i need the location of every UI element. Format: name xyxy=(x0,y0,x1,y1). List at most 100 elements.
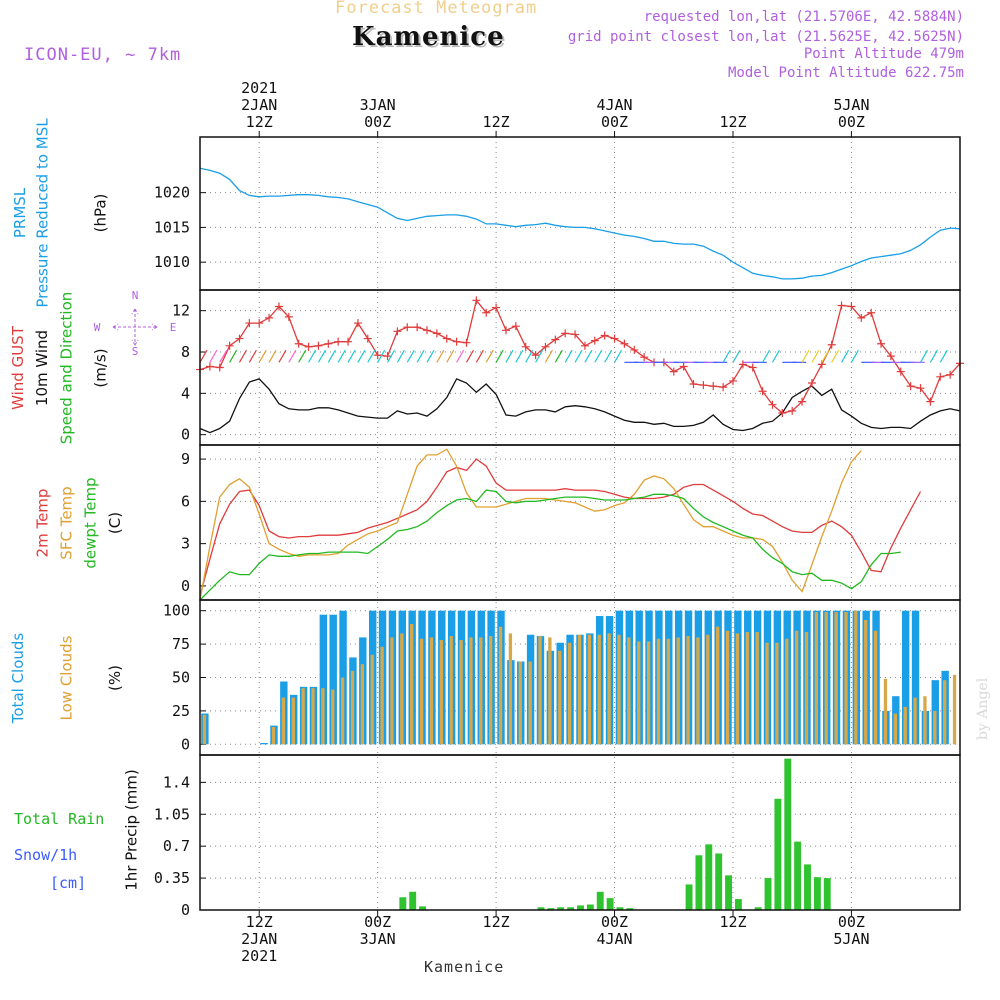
wind-direction-arrow xyxy=(327,349,336,363)
y-tick-label: 4 xyxy=(181,384,190,402)
gust-marker xyxy=(857,313,866,322)
y-tick-label: 100 xyxy=(163,602,190,620)
gust-marker xyxy=(748,363,757,372)
gust-marker xyxy=(788,406,797,415)
compass-arrows xyxy=(112,308,158,346)
low-cloud-bar xyxy=(419,638,424,745)
top-time-label: 5JAN xyxy=(833,96,869,114)
wind-direction-arrow xyxy=(406,349,415,363)
wind-direction-arrow xyxy=(495,349,504,363)
gust-marker xyxy=(225,341,234,350)
wind-direction-arrow xyxy=(771,349,780,363)
precip-bar xyxy=(606,898,614,910)
grid-point-coords: grid point closest lon,lat (21.5625E, 42… xyxy=(567,29,964,45)
gust-marker xyxy=(442,334,451,343)
low-cloud-bar xyxy=(498,626,503,745)
wind-direction-arrow xyxy=(535,349,544,363)
y-tick-label: 1010 xyxy=(154,253,190,271)
precip-bar xyxy=(774,798,782,910)
gust-marker xyxy=(423,326,432,335)
y-tick-label: 75 xyxy=(172,635,190,653)
snow-unit: [cm] xyxy=(50,874,87,892)
gust-marker xyxy=(393,327,402,336)
low-cloud-bar xyxy=(271,726,276,745)
compass-south: S xyxy=(132,345,139,358)
low-cloud-bar xyxy=(923,696,927,745)
bottom-time-label: 00Z xyxy=(838,913,865,931)
wind-direction-arrow xyxy=(209,349,218,363)
gust-marker xyxy=(837,301,846,310)
dewpt-line xyxy=(199,489,901,601)
gust-marker xyxy=(334,337,343,346)
compass-rose: N S W E xyxy=(94,289,177,358)
gust-marker xyxy=(432,329,441,338)
precip-bar xyxy=(567,907,575,910)
gust-marker xyxy=(561,329,570,338)
wind-direction-arrow xyxy=(268,349,277,363)
precip-bar xyxy=(734,899,742,910)
gust-marker xyxy=(373,351,382,360)
low-cloud-bar xyxy=(676,637,680,745)
gust-marker xyxy=(669,367,678,376)
low-cloud-bar xyxy=(400,633,404,745)
wind-direction-arrow xyxy=(574,349,583,363)
low-cloud-bar xyxy=(785,638,789,745)
low-cloud-bar xyxy=(794,630,799,745)
precip-bar xyxy=(705,844,713,910)
location-title: Kamenice xyxy=(352,22,505,52)
wind-direction-arrow xyxy=(505,349,514,363)
low-cloud-bar xyxy=(883,678,888,745)
gust-marker xyxy=(531,351,540,360)
wind-direction-arrow xyxy=(841,349,850,363)
low-cloud-bar xyxy=(518,661,522,745)
wind-direction-arrow xyxy=(416,349,425,363)
gust-marker xyxy=(255,319,264,328)
wind-direction-arrow xyxy=(387,349,396,363)
gust-marker xyxy=(205,362,214,371)
wind-direction-arrow xyxy=(594,349,603,363)
low-cloud-bar xyxy=(834,612,838,745)
precip-bar xyxy=(626,908,634,910)
low-cloud-bar xyxy=(528,661,532,745)
gust-marker xyxy=(867,308,876,317)
top-time-label: 4JAN xyxy=(596,96,632,114)
y-tick-label: 0 xyxy=(181,426,190,444)
low-cloud-bar xyxy=(558,650,562,745)
low-cloud-bar xyxy=(350,670,355,745)
low-cloud-bar xyxy=(311,688,315,745)
gust-marker xyxy=(383,352,392,361)
precip-bar xyxy=(754,907,762,910)
wind-direction-arrow xyxy=(456,349,465,363)
wind-direction-arrow xyxy=(801,349,810,363)
gust-marker xyxy=(600,331,609,340)
precip-bar xyxy=(823,878,831,910)
y-tick-label: 6 xyxy=(181,492,190,510)
low-cloud-bar xyxy=(291,697,295,745)
y-tick-label: 8 xyxy=(181,343,190,361)
low-cloud-bar xyxy=(933,710,937,745)
gust-marker xyxy=(274,302,283,311)
gust-marker xyxy=(492,303,501,312)
precip-bar xyxy=(586,904,594,910)
wind-direction-arrow xyxy=(919,349,929,363)
wind-direction-arrow xyxy=(485,349,494,363)
low-cloud-bar xyxy=(538,636,542,745)
gust-marker xyxy=(590,336,599,345)
low-cloud-bar xyxy=(686,636,690,745)
gust-marker xyxy=(719,383,728,392)
top-time-label: 12Z xyxy=(483,113,510,131)
gust-marker xyxy=(699,381,708,390)
wind-direction-arrow xyxy=(446,349,455,363)
gust-marker xyxy=(265,313,274,322)
low-cloud-bar xyxy=(745,632,749,745)
low-cloud-bar xyxy=(479,637,483,745)
low-cloud-bar xyxy=(202,714,207,745)
gust-marker xyxy=(501,326,510,335)
precip-bar xyxy=(813,877,821,910)
low-cloud-bar xyxy=(844,612,848,745)
gust-marker xyxy=(403,323,412,332)
low-cloud-bar xyxy=(893,713,898,745)
gust-marker xyxy=(620,339,629,348)
precip-bar xyxy=(784,758,792,910)
